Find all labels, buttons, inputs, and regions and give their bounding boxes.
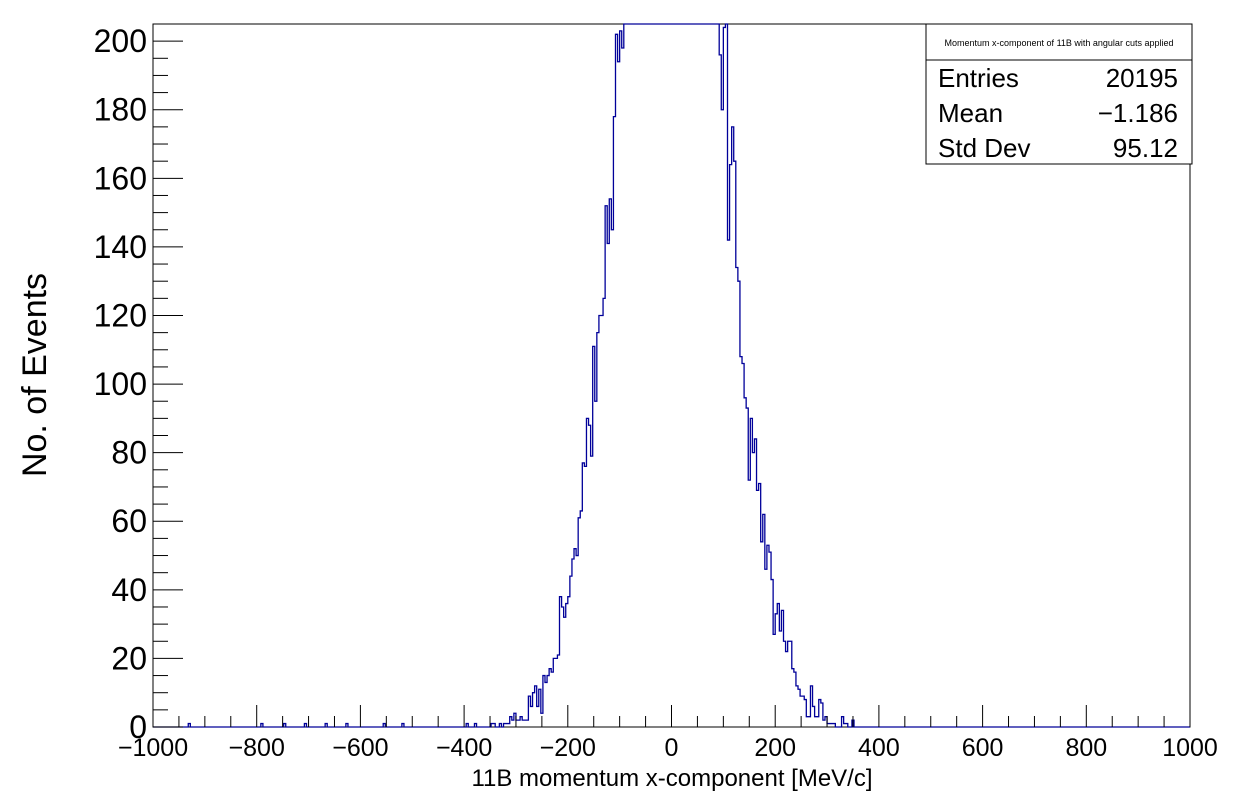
y-tick-label: 160 — [94, 160, 147, 196]
stats-label: Std Dev — [938, 133, 1031, 163]
histogram-line — [153, 23, 1190, 728]
y-tick-label: 0 — [129, 709, 147, 745]
y-tick-label: 60 — [111, 503, 147, 539]
x-tick-label: 600 — [962, 734, 1004, 762]
x-tick-label: −400 — [436, 734, 492, 762]
x-tick-label: 800 — [1065, 734, 1107, 762]
y-tick-label: 180 — [94, 92, 147, 128]
stats-box — [925, 23, 1193, 165]
y-tick-label: 20 — [111, 640, 147, 676]
stats-label: Entries — [938, 63, 1019, 93]
stats-title: Momentum x-component of 11B with angular… — [945, 38, 1174, 48]
x-tick-label: −800 — [229, 734, 285, 762]
x-tick-label: −1000 — [118, 734, 188, 762]
x-tick-label: −600 — [332, 734, 388, 762]
stats-label: Mean — [938, 98, 1003, 128]
y-tick-label: 100 — [94, 366, 147, 402]
x-tick-label: −200 — [540, 734, 596, 762]
x-tick-label: 1000 — [1162, 734, 1218, 762]
y-axis-label: No. of Events — [16, 273, 54, 477]
stats-value: 20195 — [1106, 63, 1178, 93]
x-tick-label: 200 — [754, 734, 796, 762]
x-axis-label: 11B momentum x-component [MeV/c] — [471, 765, 872, 792]
x-tick-label: 400 — [858, 734, 900, 762]
y-tick-label: 80 — [111, 435, 147, 471]
y-tick-label: 140 — [94, 229, 147, 265]
stats-value: 95.12 — [1113, 133, 1178, 163]
y-tick-label: 200 — [94, 23, 147, 59]
stats-value: −1.186 — [1098, 98, 1178, 128]
y-tick-label: 120 — [94, 297, 147, 333]
y-tick-label: 40 — [111, 572, 147, 608]
x-tick-label: 0 — [665, 734, 679, 762]
